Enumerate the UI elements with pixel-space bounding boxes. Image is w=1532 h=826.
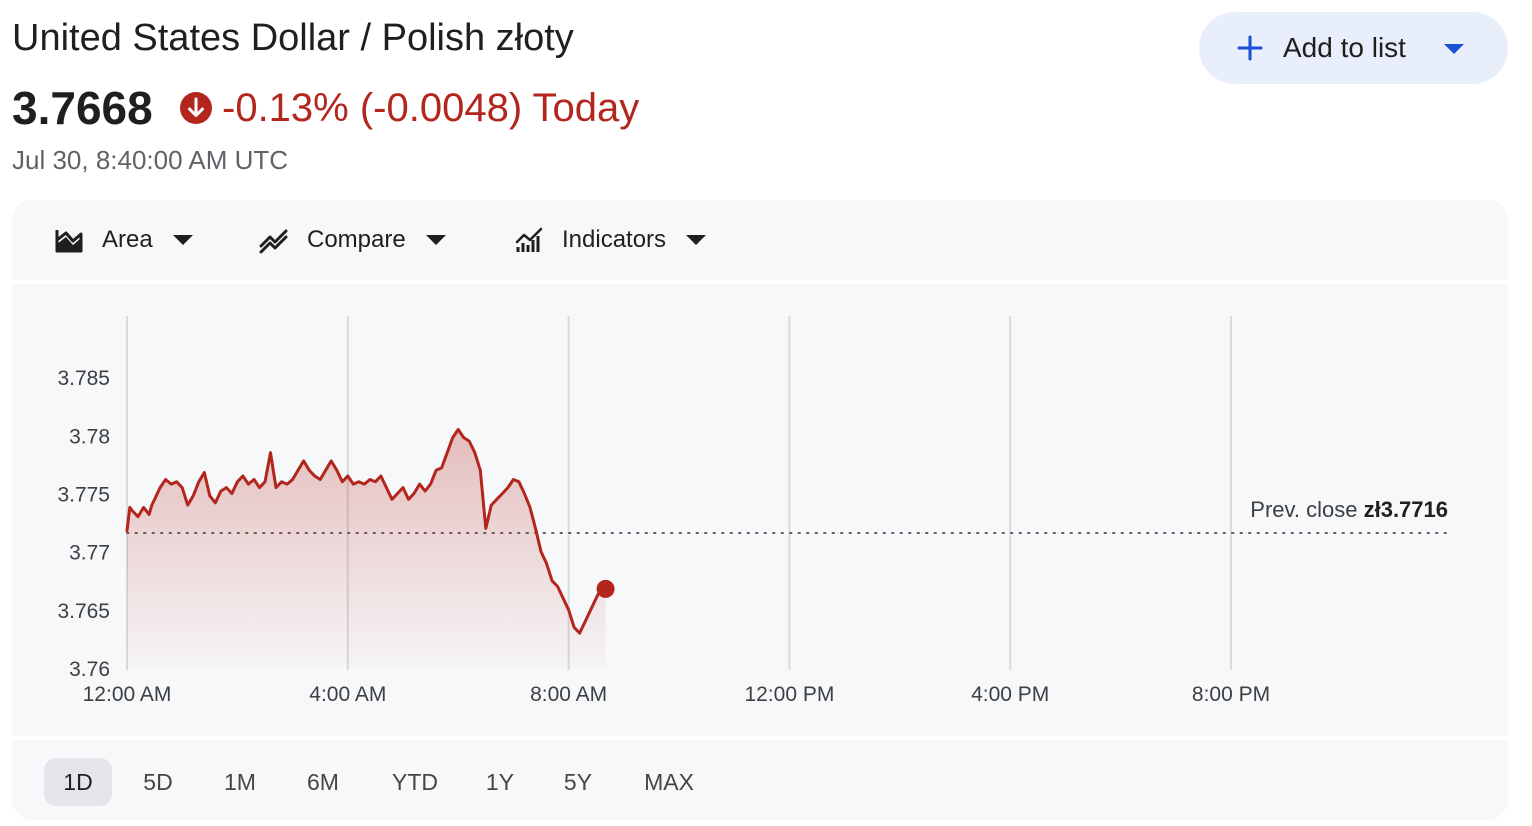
y-tick-label: 3.765: [57, 600, 110, 623]
prev-close-label: Prev. close zł3.7716: [1250, 497, 1448, 522]
y-tick-label: 3.77: [69, 542, 110, 565]
chevron-down-icon: [686, 235, 707, 245]
chevron-down-icon: [172, 235, 193, 245]
add-to-list-button[interactable]: Add to list: [1199, 12, 1508, 84]
range-6m[interactable]: 6M: [307, 769, 339, 795]
range-5d[interactable]: 5D: [143, 769, 173, 795]
time-range-selector: 1D 5D 1M 6M YTD 1Y 5Y MAX: [12, 740, 1508, 820]
area-chart-type-dropdown[interactable]: Area: [54, 220, 193, 260]
current-price: 3.7668: [12, 82, 153, 134]
range-max[interactable]: MAX: [644, 769, 694, 795]
price-change: -0.13% (-0.0048) Today: [222, 86, 640, 130]
y-tick-label: 3.76: [69, 658, 110, 681]
indicators-dropdown[interactable]: Indicators: [514, 220, 707, 260]
add-to-list-label: Add to list: [1283, 32, 1406, 63]
range-ytd[interactable]: YTD: [392, 769, 438, 795]
prev-close-prefix: Prev. close: [1250, 497, 1363, 522]
x-tick-label: 4:00 AM: [309, 683, 386, 706]
y-tick-label: 3.78: [69, 425, 110, 448]
range-1m[interactable]: 1M: [224, 769, 256, 795]
compare-icon: [259, 229, 288, 254]
prev-close-value: zł3.7716: [1364, 497, 1448, 522]
compare-dropdown[interactable]: Compare: [259, 220, 446, 260]
area-label: Area: [102, 226, 153, 253]
chevron-down-icon[interactable]: [1443, 43, 1465, 55]
x-tick-label: 4:00 PM: [971, 683, 1049, 706]
range-1y[interactable]: 1Y: [485, 769, 515, 795]
price-line: [125, 428, 608, 635]
y-tick-label: 3.775: [57, 483, 110, 506]
range-5y[interactable]: 5Y: [563, 769, 593, 795]
chart-toolbar: Area Compare Indicators: [12, 200, 1508, 280]
range-1d[interactable]: 1D: [44, 758, 112, 806]
page-title: United States Dollar / Polish złoty: [12, 17, 574, 59]
indicators-icon: [515, 227, 543, 252]
x-tick-label: 12:00 PM: [744, 683, 834, 706]
plus-icon: [1237, 35, 1263, 61]
timestamp: Jul 30, 8:40:00 AM UTC: [12, 145, 289, 175]
indicators-label: Indicators: [562, 226, 667, 253]
compare-label: Compare: [307, 226, 406, 253]
current-price-dot: [596, 579, 615, 598]
price-chart[interactable]: 3.785 3.78 3.775 3.77 3.765 3.76 12:00 AM 4:00 …: [12, 284, 1508, 736]
price-area-fill: [127, 429, 606, 668]
y-tick-label: 3.785: [57, 367, 110, 390]
x-tick-label: 12:00 AM: [83, 683, 172, 706]
x-tick-label: 8:00 AM: [530, 683, 607, 706]
area-chart-icon: [55, 230, 83, 253]
x-tick-label: 8:00 PM: [1192, 683, 1270, 706]
chevron-down-icon: [425, 235, 446, 245]
arrow-down-circle-icon: [180, 92, 212, 124]
